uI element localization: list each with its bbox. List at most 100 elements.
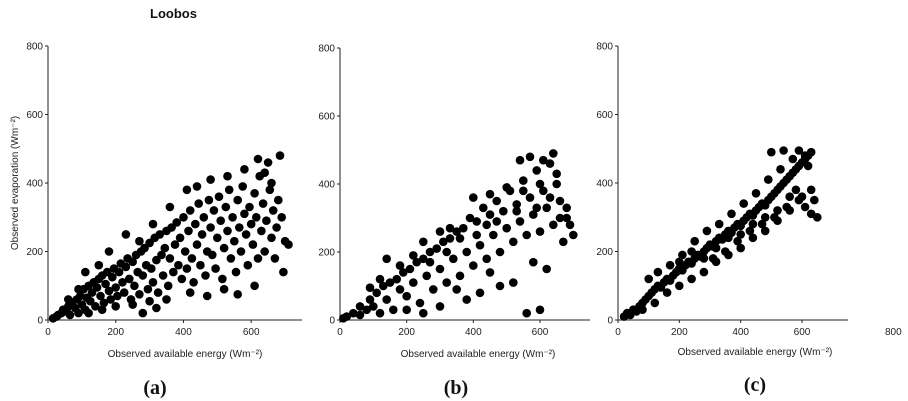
data-point <box>180 247 190 256</box>
data-point <box>179 213 188 222</box>
data-point <box>653 267 663 277</box>
data-point <box>263 158 273 167</box>
data-point <box>111 302 120 311</box>
data-point <box>449 254 458 264</box>
data-point <box>794 146 804 155</box>
data-point <box>552 179 561 189</box>
data-point <box>170 240 180 249</box>
data-point <box>565 220 575 230</box>
data-point <box>64 295 73 304</box>
data-point <box>764 175 773 184</box>
data-point <box>662 288 672 297</box>
data-point <box>75 291 85 301</box>
data-point <box>192 182 202 191</box>
data-point <box>439 237 448 247</box>
data-point <box>172 218 181 227</box>
panel-a-label: (a) <box>143 377 166 399</box>
y-tick-label: 0 <box>607 316 613 327</box>
data-point <box>153 288 163 297</box>
data-point <box>482 254 492 264</box>
data-point <box>791 185 801 195</box>
x-tick-label: 0 <box>45 327 51 338</box>
data-point <box>665 260 675 270</box>
data-point <box>196 260 205 270</box>
data-point <box>535 227 545 236</box>
y-tick-label: 600 <box>318 112 335 123</box>
data-point <box>81 267 90 277</box>
data-point <box>435 302 445 311</box>
data-point <box>409 251 418 260</box>
data-point <box>475 240 485 250</box>
data-point <box>236 247 246 256</box>
data-point <box>223 171 232 181</box>
data-point <box>130 281 139 291</box>
data-point <box>562 213 571 223</box>
data-point <box>442 247 452 257</box>
data-point <box>349 308 358 318</box>
data-point <box>475 288 485 298</box>
x-tick-label: 200 <box>107 327 124 338</box>
data-point <box>243 260 253 270</box>
data-point <box>813 213 822 222</box>
data-point <box>419 254 428 264</box>
data-point <box>485 210 495 219</box>
data-point <box>472 230 482 240</box>
data-point <box>529 257 538 267</box>
data-point <box>162 295 171 304</box>
data-point <box>152 303 161 313</box>
data-point <box>462 295 472 304</box>
data-point <box>782 202 791 212</box>
data-point <box>429 285 438 294</box>
data-point <box>260 247 270 256</box>
data-point <box>272 223 281 232</box>
data-point <box>650 298 660 308</box>
data-point <box>125 274 134 284</box>
data-point <box>138 271 148 280</box>
data-point <box>465 213 475 223</box>
panel-c-label: (c) <box>744 374 766 396</box>
data-point <box>445 234 455 243</box>
data-point <box>806 185 816 195</box>
data-point <box>199 213 209 222</box>
data-point <box>379 281 388 291</box>
data-point <box>118 278 127 287</box>
data-point <box>502 223 512 233</box>
data-point <box>529 210 538 219</box>
data-point <box>224 185 234 195</box>
data-point <box>169 267 178 277</box>
data-point <box>445 223 455 233</box>
data-point <box>235 223 244 232</box>
data-point <box>422 271 432 281</box>
data-point <box>194 199 203 208</box>
data-point <box>405 264 415 274</box>
data-point <box>114 267 124 277</box>
panel-b-label: (b) <box>444 377 468 399</box>
data-point <box>219 284 229 294</box>
data-point <box>412 257 422 267</box>
data-point <box>419 237 428 247</box>
data-point <box>489 230 498 240</box>
data-point <box>143 284 153 294</box>
data-point <box>452 227 462 236</box>
x-tick-label: 200 <box>398 327 415 338</box>
panel-b: 0 200 400 600 800 0 200 400 600 Observed availab… <box>318 44 590 399</box>
data-point <box>485 268 495 277</box>
x-tick-label: 200 <box>671 327 688 338</box>
data-point <box>248 240 258 249</box>
data-point <box>525 152 535 162</box>
panel-c-points <box>619 146 822 321</box>
data-point <box>240 209 249 219</box>
data-point <box>399 268 408 277</box>
data-point <box>532 203 541 213</box>
data-point <box>257 226 266 236</box>
x-tick-label: 0 <box>337 327 343 338</box>
data-point <box>175 233 185 243</box>
data-point <box>163 281 173 291</box>
panel-a-ylabel: Observed evaporation (Wm⁻²) <box>10 116 21 250</box>
data-point <box>208 250 217 260</box>
data-point <box>492 196 502 206</box>
x-tick-label: 400 <box>175 327 192 338</box>
data-point <box>472 217 482 226</box>
data-point <box>128 257 137 267</box>
data-point <box>218 274 227 284</box>
